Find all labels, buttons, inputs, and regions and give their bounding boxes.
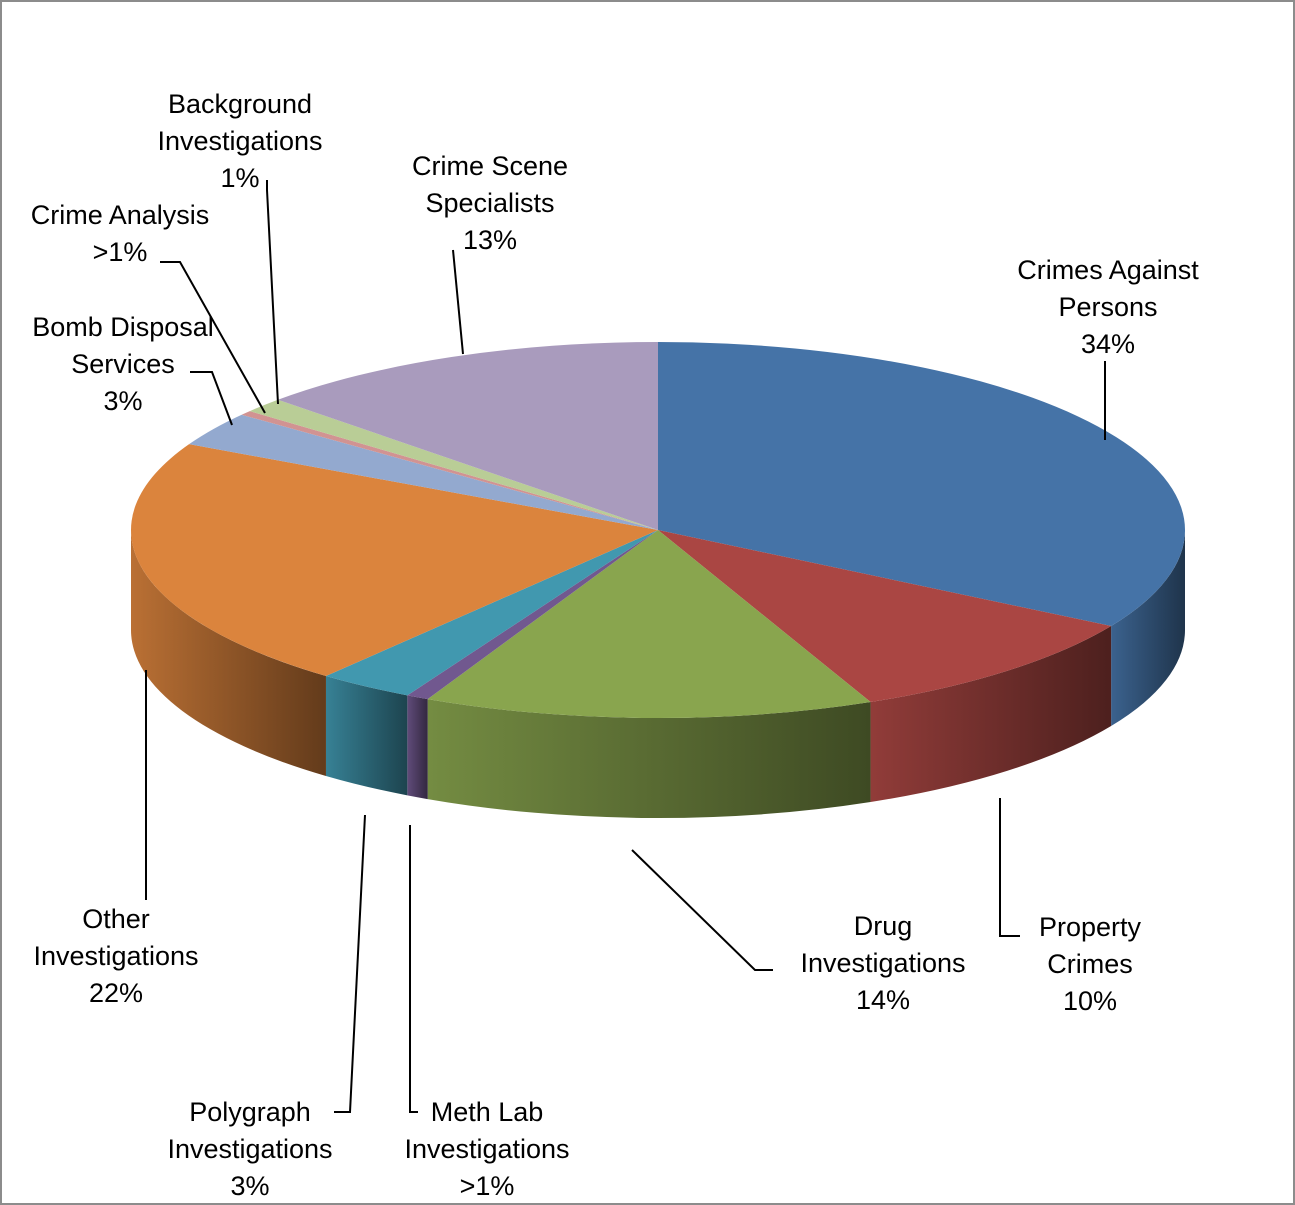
data-label-meth-lab-investigations: Meth Lab Investigations >1% <box>404 1097 569 1201</box>
slice-property-crimes <box>658 530 1112 703</box>
slice-crime-scene-specialists <box>277 342 658 530</box>
slice-side-polygraph-investigations <box>325 675 408 796</box>
leader-line-bomb-disposal-services <box>190 371 233 426</box>
pie-sides <box>130 530 1185 818</box>
data-label-crime-scene-specialists: Crime Scene Specialists 13% <box>412 151 568 255</box>
slice-polygraph-investigations <box>325 530 658 696</box>
data-label-other-investigations: Other Investigations 22% <box>33 904 198 1008</box>
leader-line-property-crimes <box>999 798 1020 937</box>
slice-crime-analysis <box>241 411 658 530</box>
slice-bomb-disposal-services <box>189 414 658 530</box>
data-label-polygraph-investigations: Polygraph Investigations 3% <box>167 1097 332 1201</box>
data-label-bomb-disposal-services: Bomb Disposal Services 3% <box>32 312 214 416</box>
data-label-crime-analysis: Crime Analysis >1% <box>31 200 210 267</box>
data-label-crimes-against-persons: Crimes Against Persons 34% <box>1017 255 1199 359</box>
slice-other-investigations <box>130 444 658 676</box>
slice-drug-investigations <box>427 530 871 718</box>
leader-line-drug-investigations <box>631 849 773 971</box>
slice-crimes-against-persons <box>658 342 1185 627</box>
data-label-background-investigations: Background Investigations 1% <box>157 89 322 193</box>
slice-background-investigations <box>249 399 658 530</box>
slice-side-other-investigations <box>130 530 326 776</box>
slice-side-drug-investigations <box>427 699 871 818</box>
pie-top <box>130 342 1185 718</box>
slice-side-property-crimes <box>870 626 1112 803</box>
slice-side-crimes-against-persons <box>1111 530 1185 727</box>
slice-side-meth-lab-investigations <box>407 695 428 800</box>
data-label-drug-investigations: Drug Investigations 14% <box>800 911 965 1015</box>
data-label-property-crimes: Property Crimes 10% <box>1039 912 1142 1016</box>
leader-line-crime-analysis <box>160 261 266 414</box>
slice-meth-lab-investigations <box>407 530 658 700</box>
leader-line-polygraph-investigations <box>334 814 366 1113</box>
data-labels: Crimes Against Persons 34% Property Crimes 10… <box>31 89 1200 1201</box>
leader-line-meth-lab-investigations <box>409 825 418 1113</box>
leader-line-background-investigations <box>266 180 279 405</box>
leader-line-crime-scene-specialists <box>452 249 464 355</box>
